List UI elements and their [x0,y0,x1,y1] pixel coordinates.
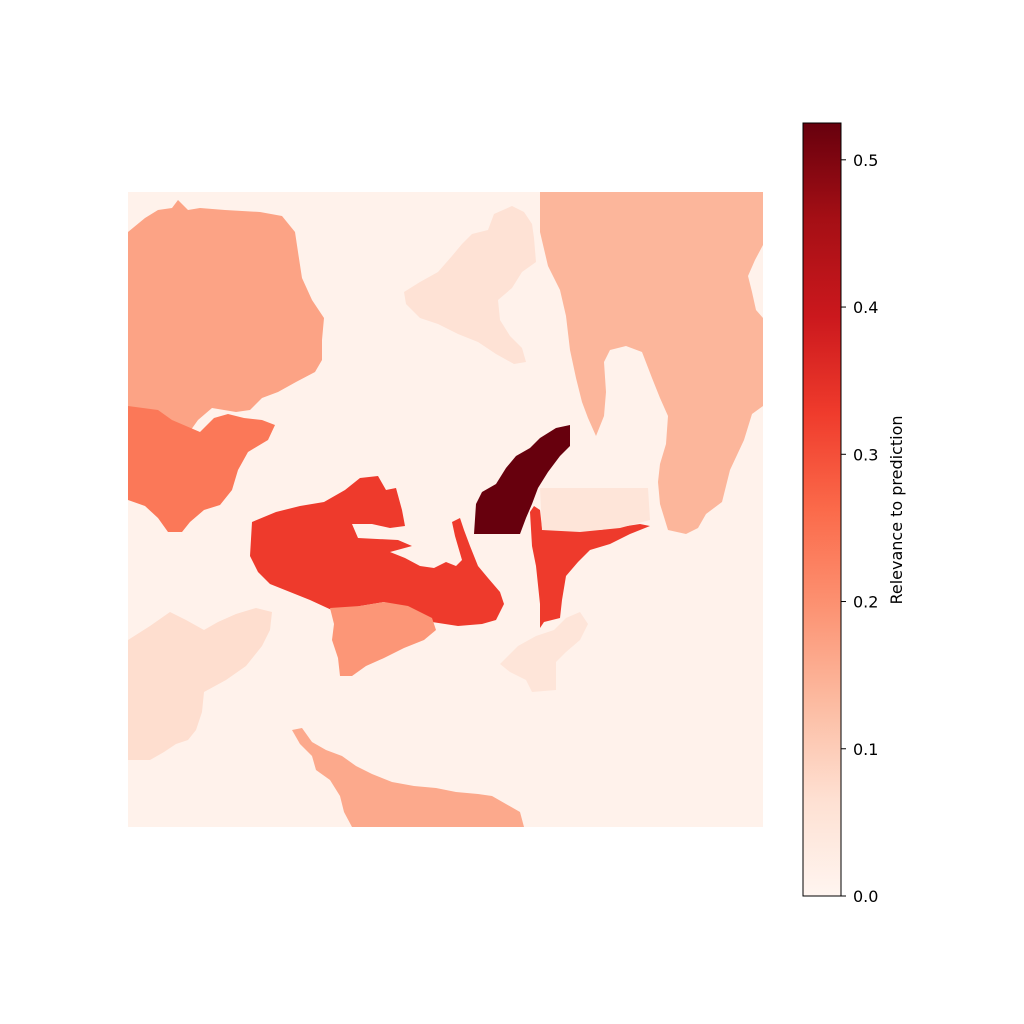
heatmap-region-lower-left-faint [128,608,272,760]
colorbar: 0.0 0.1 0.2 0.3 0.4 0.5 Relevance to predicti… [802,122,906,906]
heatmap-region-lower-center-patch [292,728,524,827]
heatmap-region-central-peak [474,425,570,534]
colorbar-tick-label: 0.3 [853,445,878,464]
heatmap-region-left-mid-patch [128,406,275,532]
colorbar-label: Relevance to prediction [887,415,906,604]
colorbar-gradient [802,122,842,897]
colorbar-tick-label: 0.1 [853,740,878,759]
heatmap-region-upper-center-faint [404,206,536,364]
colorbar-tick-label: 0.5 [853,151,878,170]
heatmap-region-center-left-blob [250,476,504,626]
heatmap-regions [128,192,763,827]
heatmap-area [128,192,763,827]
heatmap-region-center-right-spur [530,506,650,628]
heatmap-region-upper-right-patch [540,192,763,534]
heatmap-region-lower-center-faint [500,612,588,692]
colorbar-tick-label: 0.4 [853,298,878,317]
colorbar-tick-label: 0.0 [853,887,878,906]
colorbar-tick-label: 0.2 [853,593,878,612]
colorbar-ticks: 0.0 0.1 0.2 0.3 0.4 0.5 [841,151,878,906]
heatmap-region-upper-left-patch [128,200,324,440]
heatmap-region-center-left-lower-lobe [330,602,436,676]
heatmap-region-right-mid-strip [540,488,650,532]
